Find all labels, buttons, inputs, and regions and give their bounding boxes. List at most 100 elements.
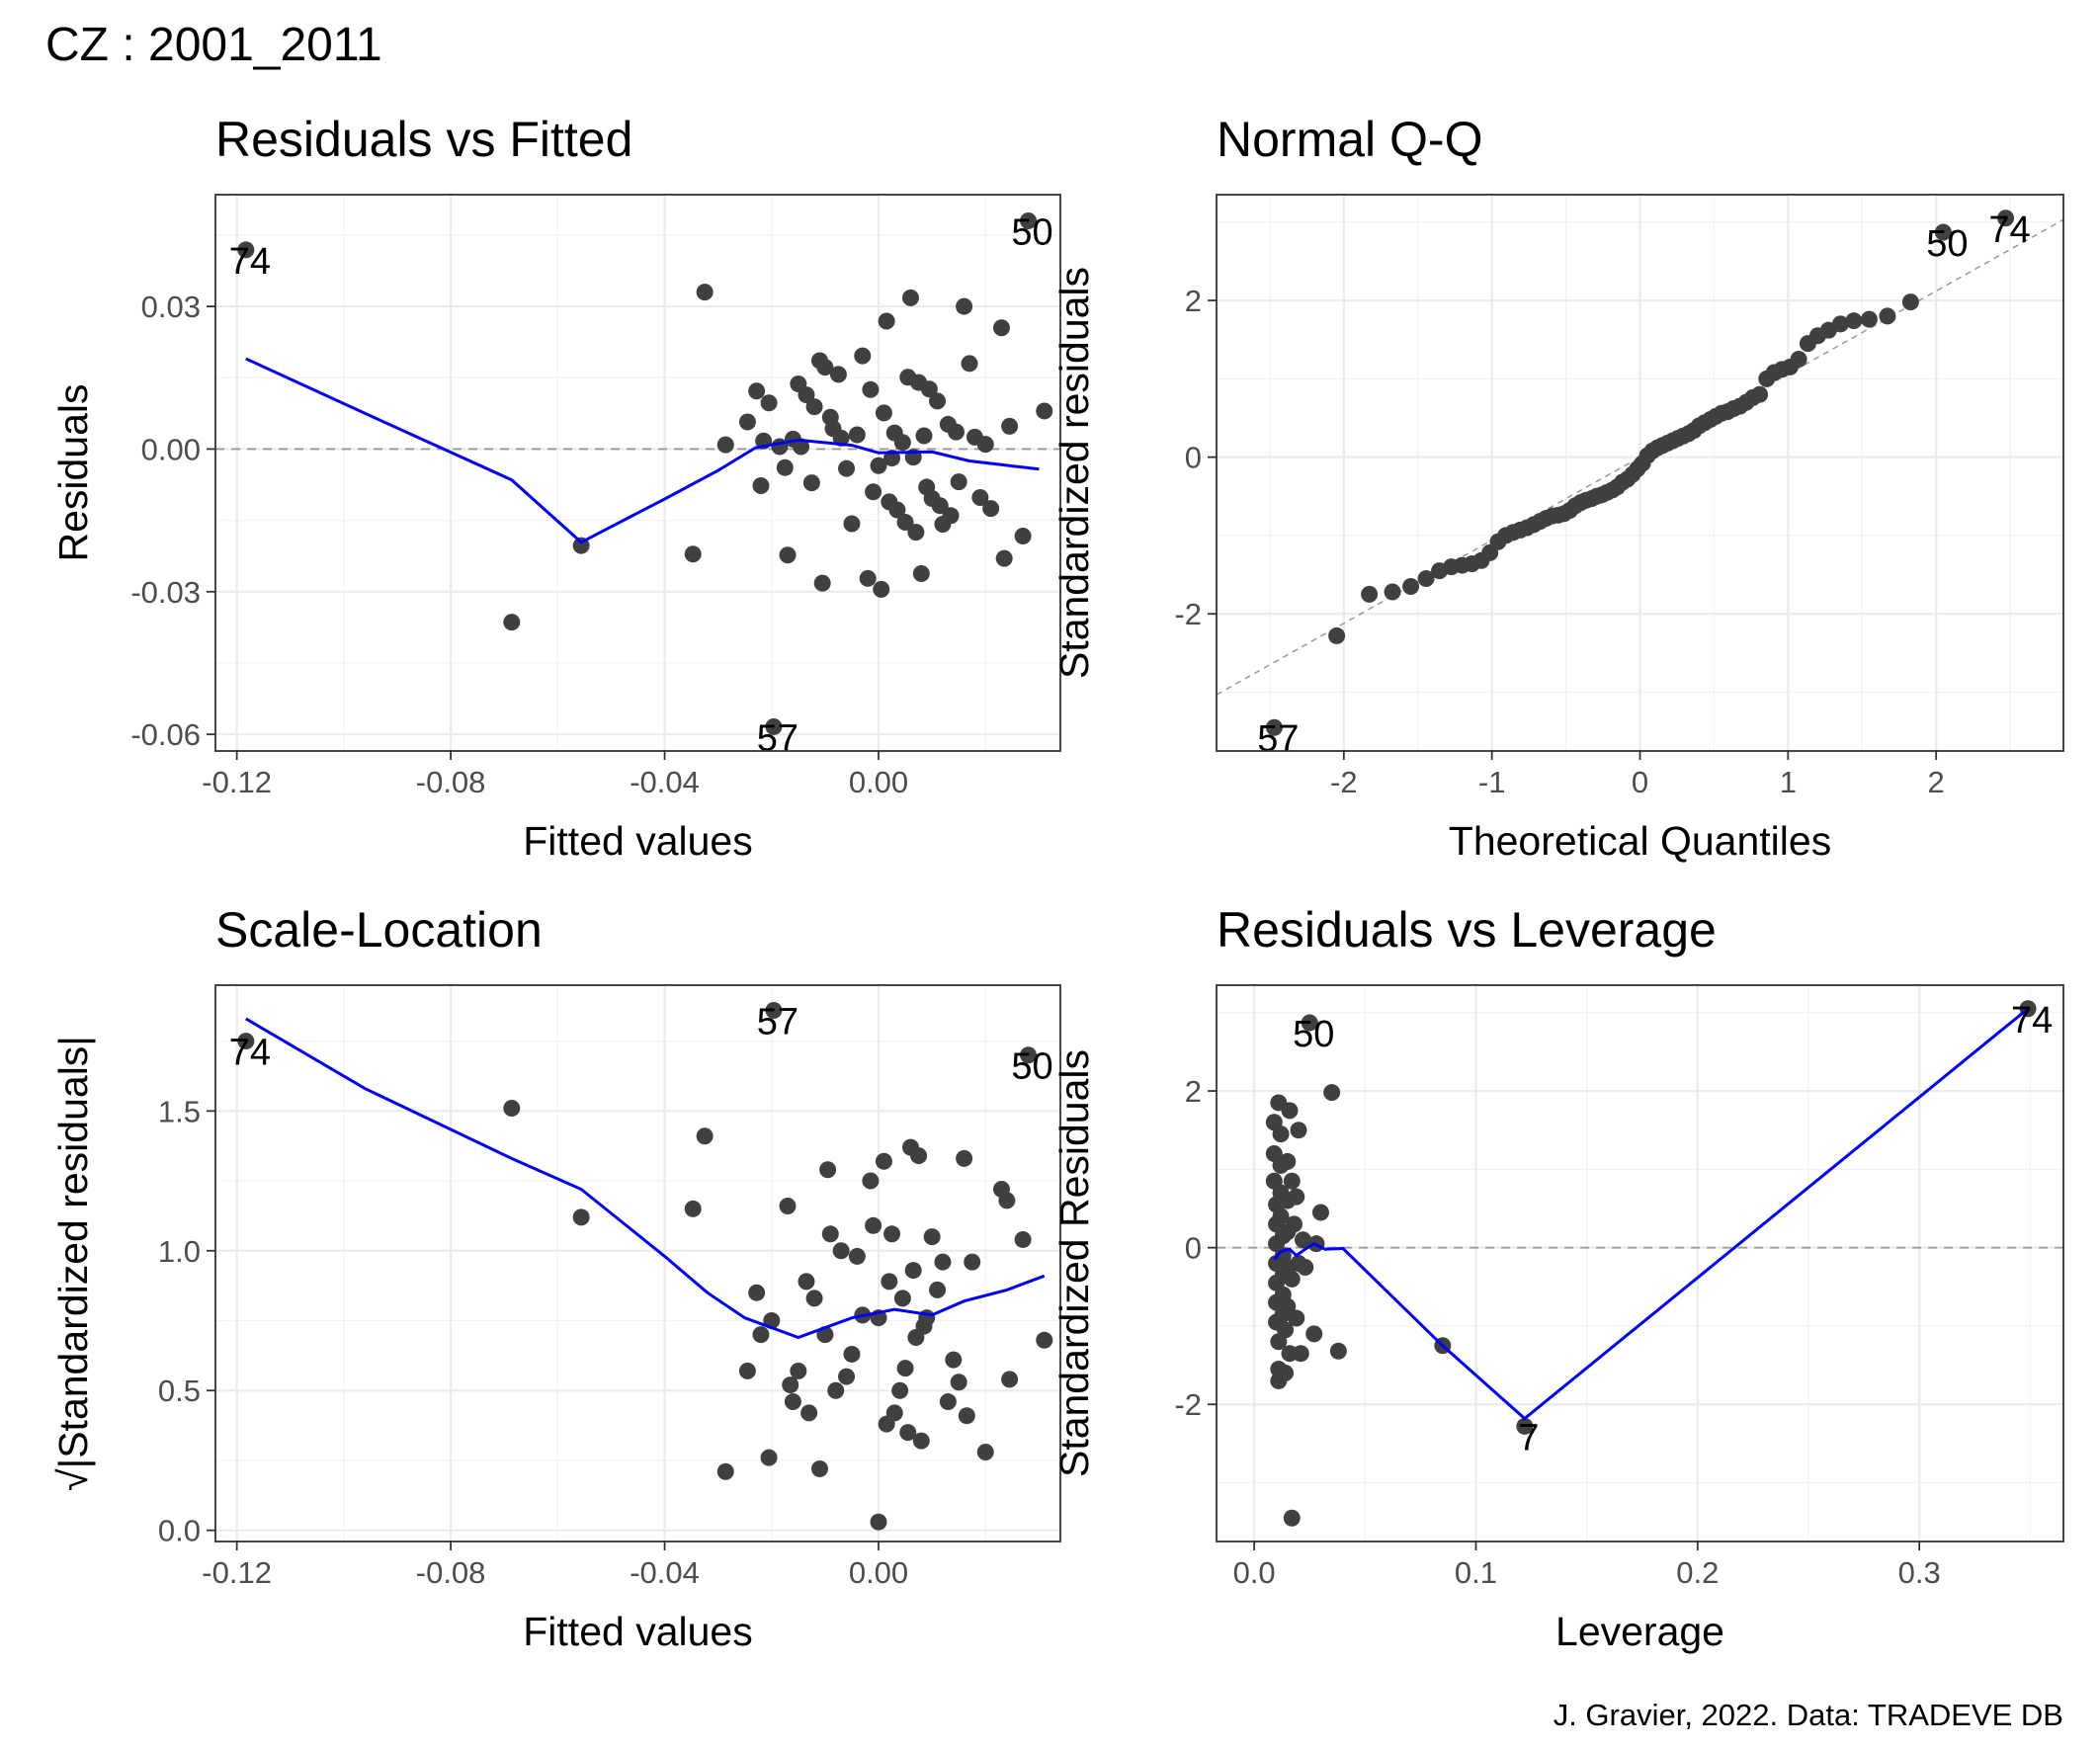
data-point xyxy=(832,1242,850,1260)
panel-title: Residuals vs Fitted xyxy=(215,112,632,167)
data-point xyxy=(910,1147,928,1165)
data-point xyxy=(1831,315,1849,333)
data-point xyxy=(920,380,938,398)
x-tick-label: -0.04 xyxy=(630,1555,700,1590)
data-point xyxy=(1279,1297,1297,1315)
data-point xyxy=(1297,1258,1314,1276)
x-axis-title: Leverage xyxy=(1555,1609,1724,1654)
data-point xyxy=(1997,209,2015,227)
panel-1: Residuals vs Fitted -0.12 -0.08 -0.04 0.00 -0… xyxy=(50,112,1061,864)
y-tick-label: 2 xyxy=(1185,284,1202,318)
data-point xyxy=(883,1225,901,1243)
points-layer xyxy=(237,1001,1053,1531)
data-point xyxy=(779,546,797,564)
data-point xyxy=(1361,585,1379,603)
data-point xyxy=(870,457,887,474)
x-tick-label: -1 xyxy=(1478,765,1506,799)
y-axis-title: Standardized Residuals xyxy=(1051,1049,1097,1477)
point-label: 50 xyxy=(1011,1046,1052,1088)
point-label: 57 xyxy=(757,717,798,759)
data-point xyxy=(1879,307,1896,325)
data-point xyxy=(1277,1365,1295,1382)
data-point xyxy=(1292,1345,1309,1363)
panel-2: Normal Q-Q -2 -1 0 1 2 -2 0 2 57 50 74 Theoretical Q… xyxy=(1051,112,2064,864)
y-tick-label: -0.06 xyxy=(130,717,201,752)
y-tick-label: 0.03 xyxy=(141,290,201,324)
point-label: 57 xyxy=(1257,718,1299,760)
data-point xyxy=(827,1381,845,1399)
data-point xyxy=(907,524,925,542)
x-tick-label: -0.08 xyxy=(416,765,486,799)
data-point xyxy=(572,1208,590,1226)
data-point xyxy=(748,1284,766,1301)
x-tick-label: 0.1 xyxy=(1455,1555,1497,1590)
data-point xyxy=(947,423,965,441)
data-point xyxy=(896,1360,914,1377)
data-point xyxy=(893,434,911,452)
y-axis-title: √|Standardized residuals| xyxy=(50,1036,96,1491)
smooth-line xyxy=(245,357,1040,544)
data-point xyxy=(1014,527,1032,544)
panel-title: Normal Q-Q xyxy=(1217,112,1482,167)
point-label: 74 xyxy=(229,1033,271,1074)
data-point xyxy=(875,1152,892,1170)
data-point xyxy=(862,1172,880,1190)
data-point xyxy=(1020,1046,1038,1064)
data-point xyxy=(1516,1417,1534,1435)
data-point xyxy=(1417,570,1435,588)
data-point xyxy=(885,1404,903,1422)
data-point xyxy=(237,241,255,259)
data-point xyxy=(971,489,989,507)
data-point xyxy=(901,289,919,306)
data-point xyxy=(929,1281,947,1298)
x-axis-title: Theoretical Quantiles xyxy=(1449,818,1831,864)
data-point xyxy=(1272,1125,1290,1143)
data-point xyxy=(813,574,831,592)
data-point xyxy=(802,474,820,492)
data-point xyxy=(696,284,714,301)
data-point xyxy=(848,1247,866,1265)
data-point xyxy=(958,1407,975,1425)
x-tick-label: -2 xyxy=(1330,765,1358,799)
x-tick-label: -0.12 xyxy=(202,1555,272,1590)
data-point xyxy=(939,1393,957,1411)
data-point xyxy=(805,398,823,416)
data-point xyxy=(503,614,521,631)
data-point xyxy=(790,1362,807,1379)
data-point xyxy=(1036,402,1053,420)
data-point xyxy=(995,549,1013,567)
point-label: 50 xyxy=(1011,211,1052,253)
x-tick-label: -0.04 xyxy=(630,765,700,799)
data-point xyxy=(1901,293,1919,311)
x-tick-label: 0.0 xyxy=(1233,1555,1276,1590)
data-point xyxy=(934,1253,952,1271)
data-point xyxy=(503,1099,521,1117)
point-label: 7 xyxy=(1518,1417,1539,1458)
x-tick-label: -0.12 xyxy=(202,765,272,799)
data-point xyxy=(1281,1102,1299,1120)
data-point xyxy=(923,1228,941,1246)
data-point xyxy=(1265,718,1283,736)
data-point xyxy=(1311,1204,1329,1221)
points-layer xyxy=(1265,1000,2037,1527)
data-point xyxy=(1283,1509,1301,1527)
x-tick-label: 0.3 xyxy=(1898,1555,1941,1590)
data-point xyxy=(765,1001,783,1019)
data-point xyxy=(1329,1342,1347,1360)
points-layer xyxy=(1265,209,2015,736)
data-point xyxy=(1288,1188,1305,1206)
panel-border xyxy=(214,194,1061,752)
data-point xyxy=(684,545,702,563)
data-point xyxy=(716,1462,734,1480)
panels: Residuals vs Fitted-0.12 -0.08 -0.04 0.00-0… xyxy=(50,112,2064,1654)
panel-border xyxy=(1216,984,2064,1542)
data-point xyxy=(891,1381,909,1399)
y-tick-label: -0.03 xyxy=(130,575,201,610)
y-tick-label: -2 xyxy=(1174,597,1202,631)
qq-reference-line xyxy=(1216,218,2064,696)
data-point xyxy=(1288,1309,1305,1327)
y-tick-label: 0.0 xyxy=(158,1514,201,1548)
data-point xyxy=(875,404,892,422)
data-point xyxy=(1323,1084,1341,1102)
